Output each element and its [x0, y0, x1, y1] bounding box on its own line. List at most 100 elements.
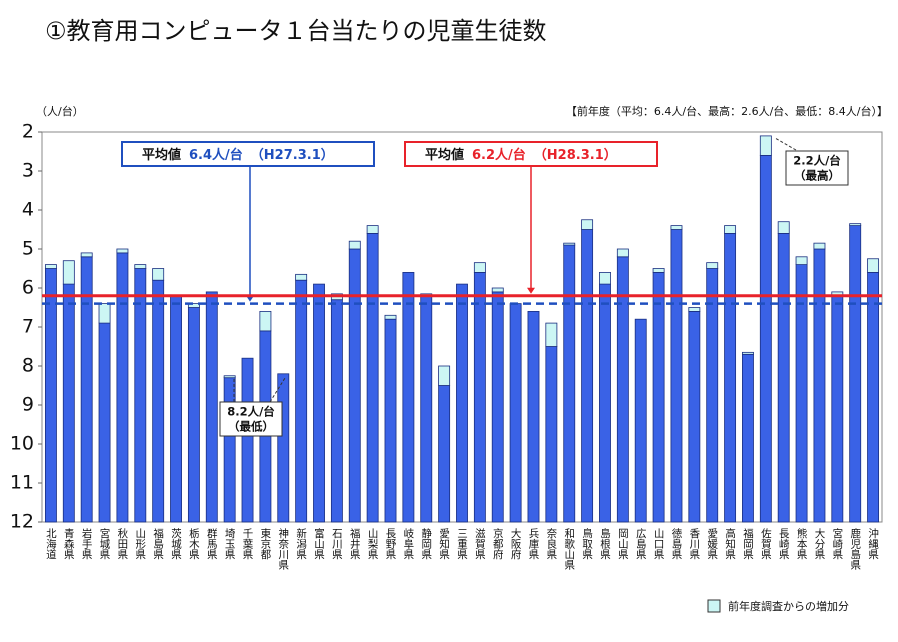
bar [456, 283, 468, 523]
bar-increase [563, 242, 576, 246]
x-tick-label: 奈良県 [545, 527, 557, 560]
x-tick-label: 和歌山県 [563, 528, 575, 571]
x-tick-label: 山形県 [134, 528, 146, 560]
bar-increase [134, 264, 147, 269]
bar [187, 307, 200, 523]
bar-increase [688, 307, 701, 312]
bar-increase [724, 225, 737, 234]
bar [545, 346, 558, 523]
x-tick-label: 高知県 [724, 527, 736, 560]
x-tick-label: 千葉県 [242, 528, 254, 560]
bar [813, 248, 826, 523]
y-tick-label: 8 [22, 355, 34, 377]
bar [366, 232, 379, 523]
callout-box [404, 141, 658, 167]
x-tick-label: 福岡県 [742, 527, 754, 560]
bar [277, 373, 290, 523]
x-tick-label: 福井県 [349, 527, 361, 560]
x-tick-label: 茨城県 [170, 527, 182, 560]
x-tick-label: 鳥取県 [581, 527, 593, 560]
bar [402, 271, 415, 523]
bar [116, 252, 129, 523]
note: 【前年度（平均：6.4人/台、最高：2.6人/台、最低：8.4人/台）】 [566, 104, 888, 118]
x-tick-label: 群馬県 [206, 527, 218, 560]
bar [134, 268, 147, 523]
bar [313, 283, 325, 523]
x-tick-label: 宮崎県 [831, 527, 843, 560]
bar-increase [438, 365, 451, 386]
x-tick-label: 山梨県 [367, 528, 379, 560]
x-tick-label: 石川県 [331, 528, 343, 560]
x-tick-label: 大阪府 [510, 527, 522, 560]
y-tick-label: 6 [22, 277, 34, 299]
x-tick-label: 秋田県 [116, 527, 128, 560]
bar-increase [545, 322, 558, 347]
annotation-text: 2.2人/台 [793, 154, 841, 168]
callout-part: 平均値 [142, 147, 181, 163]
bar [438, 385, 451, 523]
x-tick-label: 岩手県 [81, 527, 93, 560]
y-tick-label: 4 [22, 199, 34, 221]
x-tick-label: 東京都 [259, 527, 271, 560]
annotation-arrow [774, 137, 797, 151]
y-tick-label: 10 [10, 433, 34, 455]
annotation-text: （最高） [794, 169, 840, 183]
bar [831, 295, 844, 523]
arrow-head [527, 287, 535, 294]
x-tick-label: 富山県 [313, 527, 325, 560]
bar-increase [384, 314, 397, 320]
annotation-text: 8.2人/台 [227, 405, 275, 419]
bar [509, 303, 522, 523]
x-tick-label: 埼玉県 [224, 527, 236, 560]
y-tick-label: 2 [22, 121, 34, 143]
bar-increase [366, 225, 379, 234]
bar-increase [813, 242, 826, 250]
x-tick-label: 青森県 [63, 527, 75, 560]
x-tick-label: 滋賀県 [474, 527, 486, 560]
bar [759, 154, 772, 523]
bar-increase [473, 262, 486, 273]
bar-increase [223, 375, 236, 379]
annotation-box [785, 150, 849, 186]
bar [527, 310, 540, 523]
x-tick-label: 福島県 [152, 527, 164, 560]
x-tick-label: 沖縄県 [867, 527, 879, 560]
bar [170, 295, 182, 523]
x-tick-label: 京都府 [492, 527, 504, 560]
x-tick-label: 大分県 [813, 527, 825, 560]
y-tick-label: 9 [22, 394, 34, 416]
y-tick-label: 12 [10, 511, 34, 533]
x-tick-label: 香川県 [688, 528, 700, 560]
bar-increase [706, 262, 719, 269]
x-tick-label: 広島県 [635, 527, 647, 560]
bar-increase [795, 256, 808, 265]
bar-increase [80, 252, 93, 258]
callout-part: （H27.3.1） [251, 147, 334, 163]
bar [706, 268, 719, 523]
bar [491, 291, 504, 523]
y-tick-label: 11 [10, 472, 34, 494]
callout-part: 平均値 [425, 147, 464, 163]
bar-increase [759, 135, 772, 156]
callout-text: 平均値 6.2人/台 （H28.3.1） [425, 147, 617, 163]
x-tick-label: 三重県 [456, 528, 468, 560]
x-tick-label: 愛知県 [438, 527, 450, 560]
x-tick-label: 島根県 [599, 527, 611, 560]
bar-increase [98, 303, 111, 324]
x-tick-label: 北海道 [45, 528, 57, 560]
x-tick-label: 佐賀県 [760, 527, 772, 560]
bar [473, 271, 486, 523]
bar [44, 268, 57, 523]
bar [330, 299, 343, 523]
annotation-box [219, 401, 283, 437]
bar [777, 232, 790, 523]
annotation-text: （最低） [228, 420, 274, 434]
x-tick-label: 鹿児島県 [849, 527, 861, 571]
x-tick-label: 神奈川県 [277, 527, 289, 571]
bar-increase [62, 260, 75, 285]
bar-increase [187, 303, 200, 308]
x-tick-label: 岐阜県 [402, 527, 414, 560]
callout-part: （H28.3.1） [534, 147, 617, 163]
y-tick-label: 7 [22, 316, 34, 338]
